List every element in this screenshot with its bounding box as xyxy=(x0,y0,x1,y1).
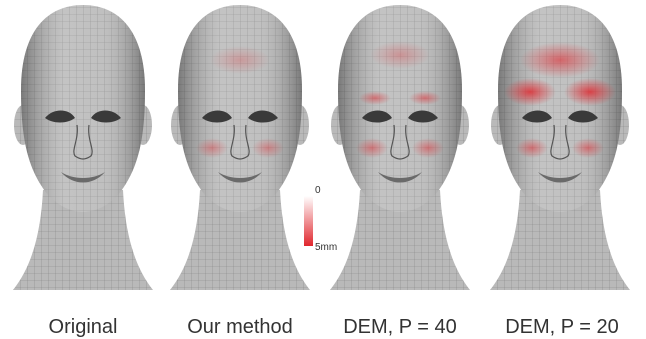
error-overlay xyxy=(520,42,600,78)
colorbar-min-label: 0 xyxy=(315,185,321,196)
figure: 0 5mm Original Our method DEM, P = 40 DE… xyxy=(0,0,646,339)
caption: Our method xyxy=(187,316,293,338)
error-overlay xyxy=(564,78,616,106)
head-render xyxy=(13,5,153,290)
colorbar-max-label: 5mm xyxy=(315,242,337,253)
caption: Original xyxy=(49,316,118,338)
panel-dem-40 xyxy=(330,5,470,290)
error-overlay xyxy=(409,91,441,105)
error-overlay xyxy=(412,138,444,158)
panel-dem-20 xyxy=(490,5,630,290)
error-overlay xyxy=(210,46,270,74)
panel-our-method xyxy=(170,5,310,290)
panel-original xyxy=(13,5,153,290)
error-overlay xyxy=(572,138,604,158)
error-overlay xyxy=(252,138,284,158)
error-overlay xyxy=(359,91,391,105)
error-overlay xyxy=(516,138,548,158)
error-overlay xyxy=(196,138,228,158)
colorbar xyxy=(304,196,313,246)
caption: DEM, P = 20 xyxy=(505,316,619,338)
error-overlay xyxy=(356,138,388,158)
caption: DEM, P = 40 xyxy=(343,316,457,338)
error-overlay xyxy=(504,78,556,106)
error-overlay xyxy=(370,41,430,69)
